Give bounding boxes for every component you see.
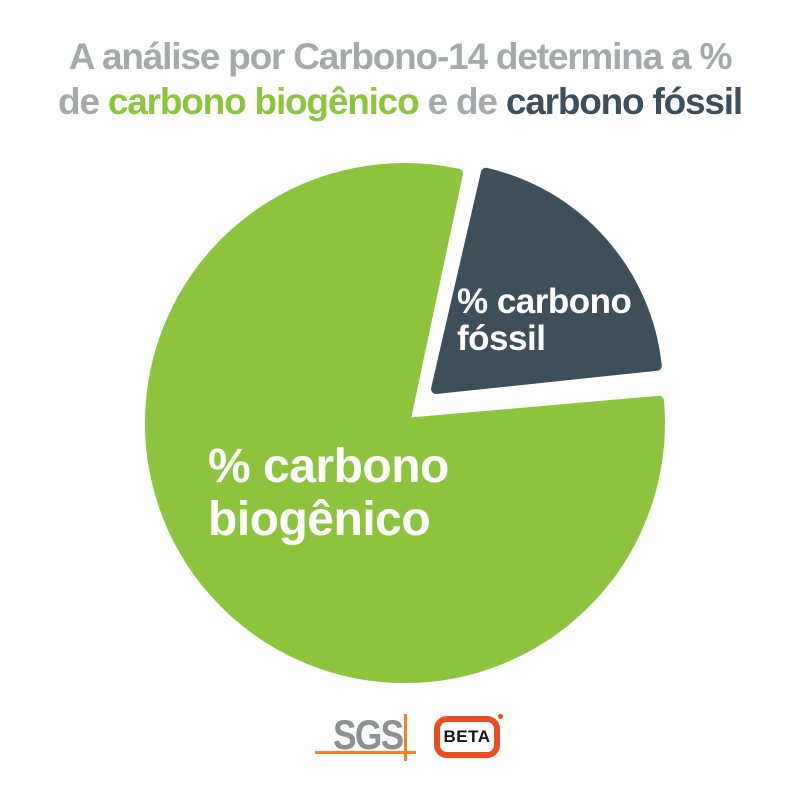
- sgs-logo-text: SGS: [333, 711, 404, 758]
- pie-label-biogenico: % carbono biogênico: [208, 440, 449, 546]
- pie-slice-biogenico: [144, 163, 665, 684]
- title-segment-carbono-biogenico: carbono biogênico: [107, 81, 420, 122]
- title-segment-e-de: e de: [418, 81, 506, 122]
- page-title: A análise por Carbono-14 determina a % d…: [0, 34, 800, 124]
- sgs-crosshair-horizontal-line: [315, 751, 416, 754]
- title-segment-carbono-fossil: carbono fóssil: [505, 81, 743, 122]
- sgs-crosshair-vertical-line: [404, 714, 407, 761]
- title-segment-de: de: [58, 81, 108, 122]
- title-line-2: de carbono biogênico e de carbono fóssil: [0, 79, 800, 124]
- pie-label-fossil: % carbono fóssil: [457, 282, 632, 358]
- pie-label-fossil-line2: fóssil: [457, 319, 546, 358]
- footer-logos: SGS BETA: [0, 700, 800, 780]
- beta-logo-text: BETA: [443, 727, 491, 746]
- pie-slice-fossil: [431, 167, 662, 394]
- pie-label-biogenico-line2: biogênico: [208, 493, 431, 546]
- beta-registered-mark-dot: [498, 714, 503, 719]
- pie-label-biogenico-line1: % carbono: [208, 440, 449, 493]
- title-line-1: A análise por Carbono-14 determina a %: [0, 34, 800, 79]
- sgs-logo: SGS: [315, 712, 421, 764]
- title-line1-text: A análise por Carbono-14 determina a %: [68, 36, 733, 77]
- pie-label-fossil-line1: % carbono: [457, 282, 632, 321]
- beta-logo: BETA: [434, 714, 503, 758]
